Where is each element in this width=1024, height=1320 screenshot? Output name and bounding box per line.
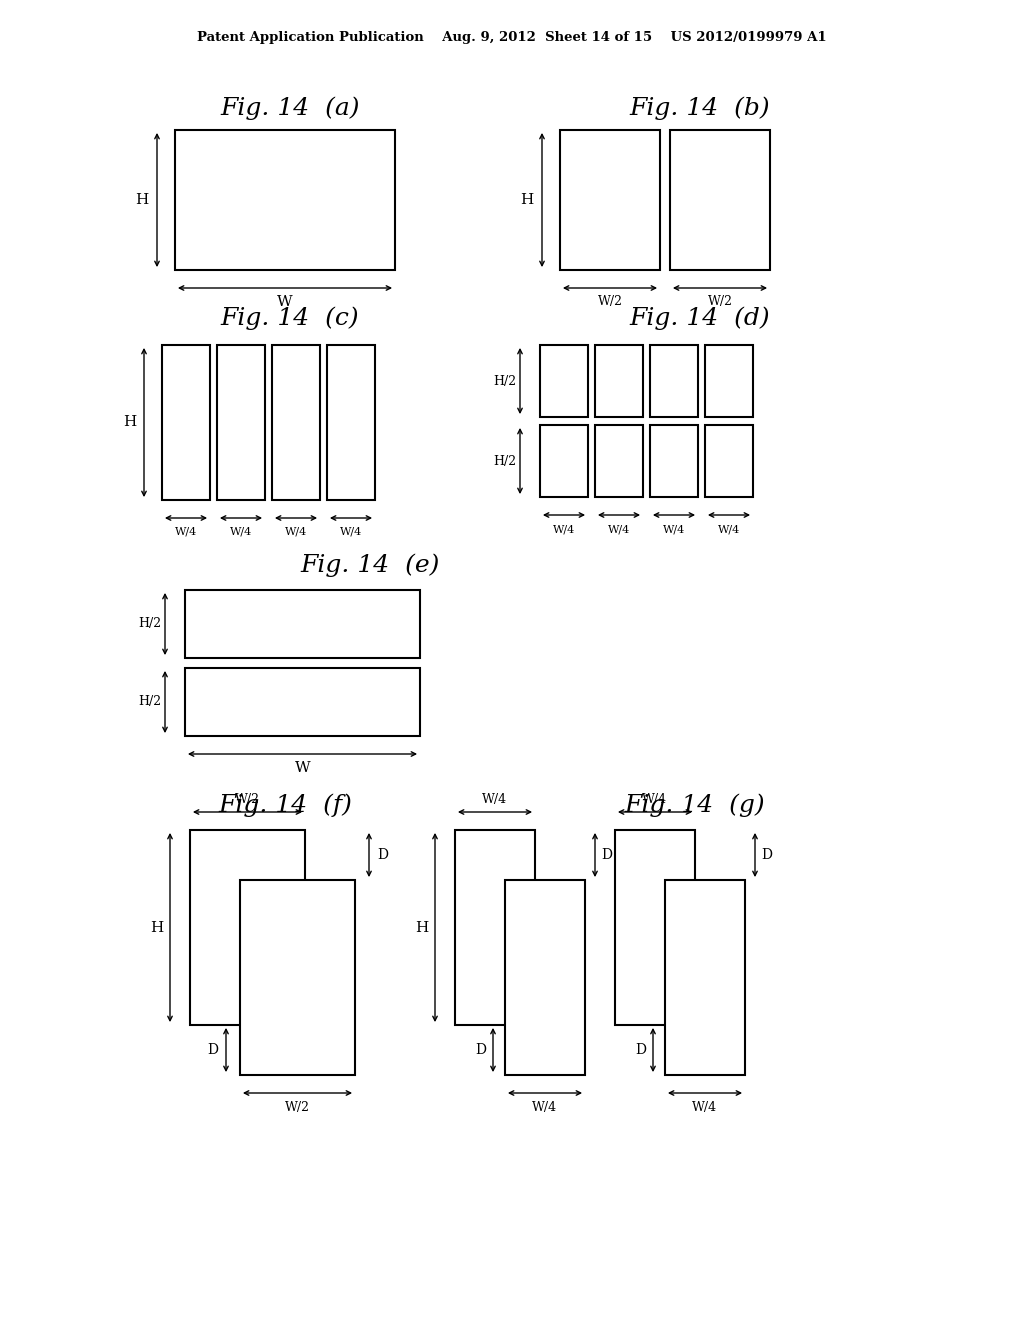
Bar [650,425,698,498]
Bar [455,830,535,1026]
Text: H: H [135,193,148,207]
Text: W/4: W/4 [229,527,252,537]
Bar [327,345,375,500]
Text: H: H [151,920,164,935]
Text: D: D [208,1043,218,1057]
Text: W/4: W/4 [608,524,630,535]
Bar [240,880,355,1074]
Bar [185,590,420,657]
Text: W: W [278,294,293,309]
Text: H/2: H/2 [494,375,516,388]
Bar [175,129,395,271]
Text: H/2: H/2 [138,696,162,709]
Text: D: D [762,847,772,862]
Text: Fig. 14  (a): Fig. 14 (a) [220,96,359,120]
Text: W/4: W/4 [482,793,508,807]
Text: D: D [636,1043,646,1057]
Text: Fig. 14  (e): Fig. 14 (e) [300,553,439,577]
Text: W: W [295,762,310,775]
Text: W/2: W/2 [708,296,732,309]
Bar [705,345,753,417]
Bar [505,880,585,1074]
Text: W/4: W/4 [663,524,685,535]
Bar [615,830,695,1026]
Text: H: H [123,416,136,429]
Text: Patent Application Publication    Aug. 9, 2012  Sheet 14 of 15    US 2012/019997: Patent Application Publication Aug. 9, 2… [198,32,826,45]
Text: Fig. 14  (d): Fig. 14 (d) [630,306,770,330]
Bar [540,425,588,498]
Text: H/2: H/2 [494,454,516,467]
Text: W/4: W/4 [642,793,668,807]
Text: W/4: W/4 [553,524,575,535]
Text: W/2: W/2 [285,1101,310,1114]
Bar [560,129,660,271]
Bar [272,345,319,500]
Bar [670,129,770,271]
Text: W/2: W/2 [597,296,623,309]
Text: D: D [475,1043,486,1057]
Text: W/4: W/4 [285,527,307,537]
Text: Fig. 14  (c): Fig. 14 (c) [221,306,359,330]
Bar [595,345,643,417]
Bar [595,425,643,498]
Text: W/4: W/4 [532,1101,557,1114]
Bar [665,880,745,1074]
Bar [190,830,305,1026]
Text: W/2: W/2 [234,793,260,807]
Text: D: D [601,847,612,862]
Bar [705,425,753,498]
Text: H: H [520,193,534,207]
Text: Fig. 14  (f): Fig. 14 (f) [218,793,352,817]
Text: W/4: W/4 [718,524,740,535]
Text: Fig. 14  (g): Fig. 14 (g) [625,793,765,817]
Bar [540,345,588,417]
Text: W/4: W/4 [340,527,362,537]
Bar [185,668,420,737]
Bar [650,345,698,417]
Bar [217,345,265,500]
Text: H: H [416,920,429,935]
Text: H/2: H/2 [138,618,162,631]
Text: W/4: W/4 [692,1101,718,1114]
Text: Fig. 14  (b): Fig. 14 (b) [630,96,770,120]
Bar [162,345,210,500]
Text: W/4: W/4 [175,527,198,537]
Text: D: D [378,847,388,862]
